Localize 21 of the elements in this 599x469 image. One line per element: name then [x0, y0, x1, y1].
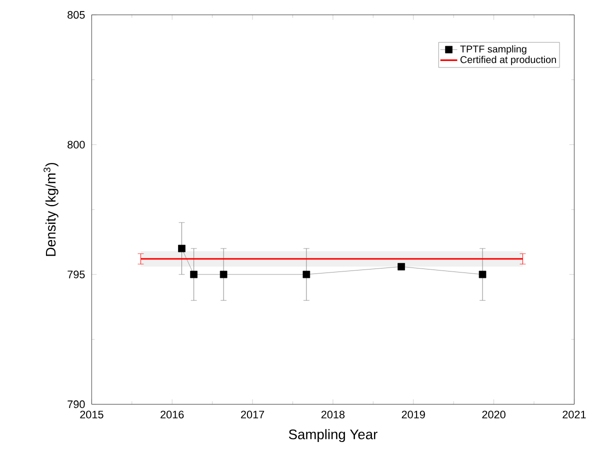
y-tick-label: 800: [68, 140, 85, 149]
x-tick-label: 2016: [160, 410, 184, 419]
x-tick-label: 2017: [241, 410, 264, 419]
x-tick-label: 2015: [80, 410, 104, 419]
y-tick-label: 790: [68, 400, 85, 408]
point: [190, 270, 198, 278]
y-tick-label: 795: [68, 270, 85, 278]
legend-label: Certified at production: [460, 56, 556, 66]
point: [220, 270, 228, 278]
x-tick-label: 2018: [321, 410, 345, 419]
x-tick-label: 2021: [562, 410, 586, 419]
point: [302, 270, 310, 278]
legend-label: TPTF sampling: [460, 45, 526, 55]
point: [398, 263, 405, 271]
point: [178, 245, 186, 252]
x-tick-label: 2020: [482, 410, 506, 419]
y-axis-title: Density (kg/m$^{3}$): [44, 163, 58, 256]
x-tick-label: 2019: [402, 410, 425, 419]
x-axis-title: Sampling Year: [288, 429, 378, 442]
y-tick-label: 805: [68, 11, 85, 19]
point: [478, 270, 486, 278]
